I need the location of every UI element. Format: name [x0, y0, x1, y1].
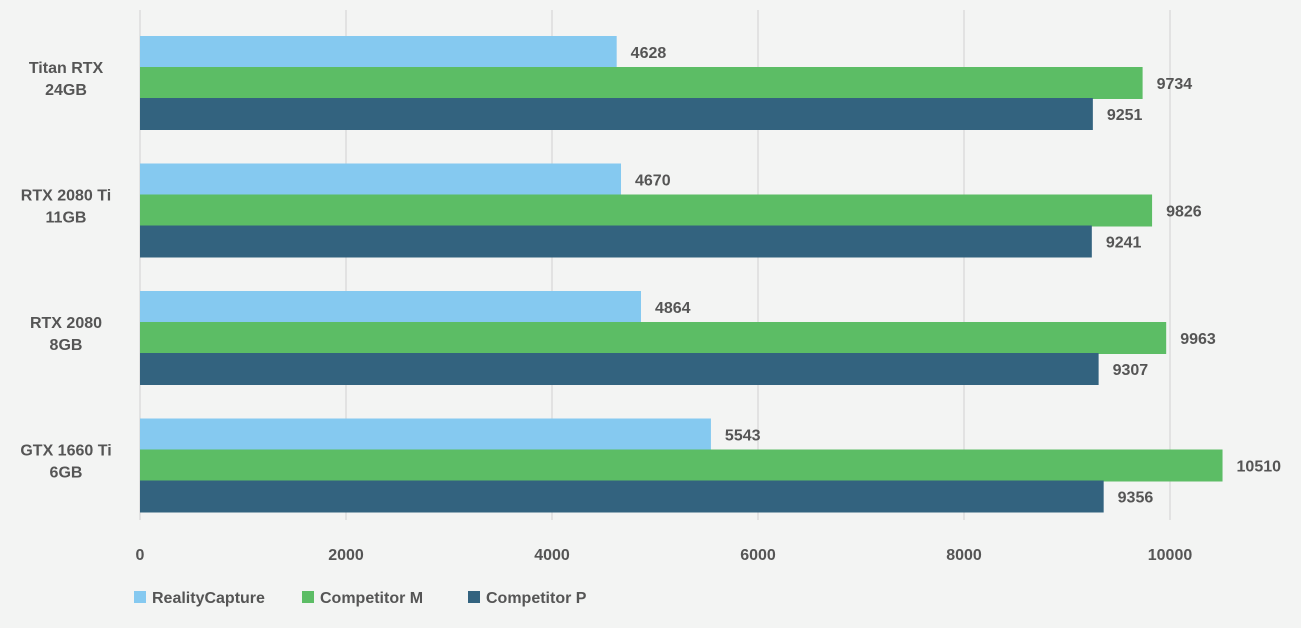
x-tick-label: 10000	[1148, 547, 1193, 564]
data-label: 9251	[1107, 107, 1143, 124]
data-label: 4864	[655, 300, 691, 317]
legend-label: RealityCapture	[152, 590, 265, 607]
bar	[140, 194, 1153, 227]
category-label: RTX 2080 Ti 11GB	[21, 188, 111, 227]
data-label: 9734	[1157, 76, 1193, 93]
legend-label: Competitor P	[486, 590, 587, 607]
x-tick-label: 6000	[740, 547, 776, 564]
category-label: RTX 2080 8GB	[30, 315, 102, 354]
value-axis: 0 2000 4000 6000 8000 10000	[136, 547, 1193, 564]
data-label: 4628	[631, 45, 667, 62]
data-label: 9826	[1166, 204, 1202, 221]
legend-swatch	[134, 591, 146, 603]
category-label: GTX 1660 Ti 6GB	[20, 443, 111, 482]
bar	[140, 291, 641, 323]
legend-swatch	[468, 591, 480, 603]
legend-label: Competitor M	[320, 590, 423, 607]
bar	[140, 480, 1104, 513]
data-label: 9356	[1118, 490, 1154, 507]
category-label: Titan RTX 24GB	[29, 60, 104, 99]
x-tick-label: 2000	[328, 547, 364, 564]
bar	[140, 36, 617, 68]
bar	[140, 322, 1167, 354]
data-label: 9307	[1113, 362, 1149, 379]
bar	[140, 98, 1093, 130]
data-label: 9241	[1106, 235, 1142, 252]
bar	[140, 418, 711, 451]
data-label: 4670	[635, 173, 671, 190]
x-tick-label: 0	[136, 547, 145, 564]
legend: RealityCapture Competitor M Competitor P	[134, 590, 587, 607]
bar	[140, 225, 1092, 258]
data-label: 9963	[1180, 331, 1216, 348]
bar	[140, 449, 1223, 482]
legend-swatch	[302, 591, 314, 603]
x-tick-label: 8000	[946, 547, 982, 564]
bar	[140, 67, 1143, 99]
bar	[140, 163, 622, 196]
category-axis: Titan RTX 24GB RTX 2080 Ti 11GB RTX 2080 8GB G…	[20, 60, 111, 482]
x-tick-label: 4000	[534, 547, 570, 564]
data-labels: 4628 9734 9251 4670 9826 9241 4864 9963 9307 5543…	[631, 45, 1281, 507]
data-label: 5543	[725, 428, 761, 445]
data-label: 10510	[1237, 459, 1282, 476]
bars	[140, 36, 1223, 513]
bar	[140, 353, 1099, 385]
